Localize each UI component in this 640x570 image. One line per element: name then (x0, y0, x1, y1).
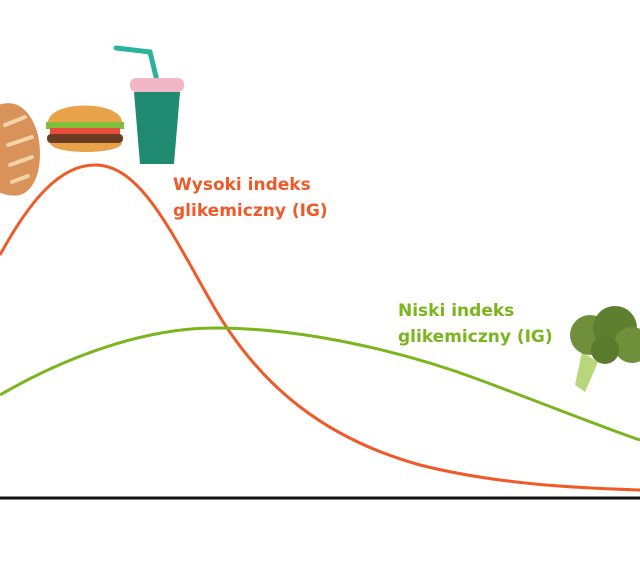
drink-icon (113, 45, 184, 164)
broccoli-icon (570, 306, 640, 392)
low-gi-label: glikemiczny (IG) (398, 327, 553, 347)
burger-icon (46, 105, 124, 152)
high-gi-curve (0, 163, 640, 492)
high-gi-label: Wysoki indeks (173, 175, 311, 195)
high-gi-label: glikemiczny (IG) (173, 201, 328, 221)
bread-icon (0, 103, 40, 196)
low-gi-label: Niski indeks (398, 301, 514, 321)
low-gi-curve (0, 326, 640, 442)
